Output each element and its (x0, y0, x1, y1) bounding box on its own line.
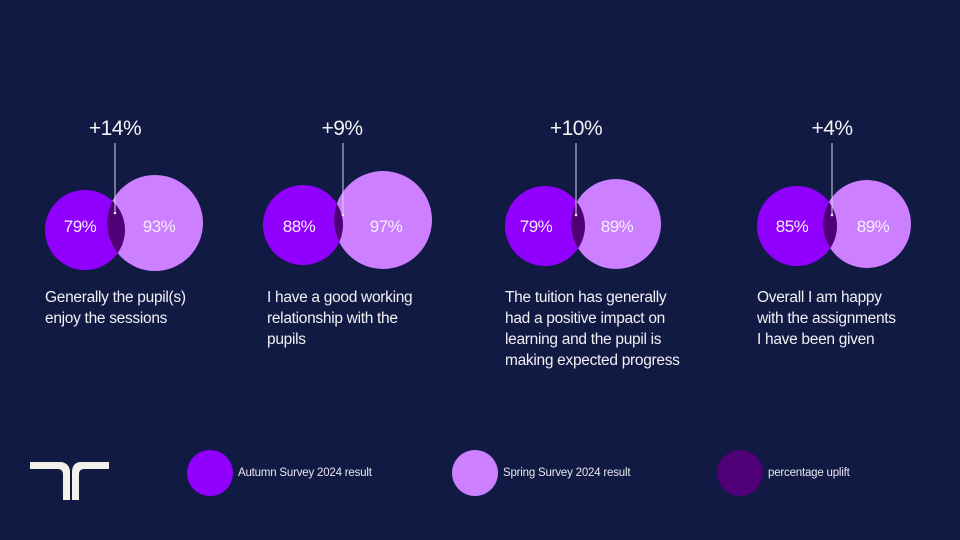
spring-value: 89% (600, 217, 634, 236)
autumn-circle (505, 186, 585, 266)
autumn-value: 88% (282, 217, 316, 236)
legend-label: Spring Survey 2024 result (503, 467, 631, 479)
venn-circles (505, 143, 661, 269)
autumn-circle (45, 190, 125, 270)
venn-circles (45, 143, 203, 271)
spring-circle (823, 180, 911, 268)
autumn-value: 79% (63, 217, 97, 236)
spring-value: 89% (856, 217, 890, 236)
uplift-swatch-icon (717, 450, 763, 496)
venn-diagram-2: +9% 88% 97% I have a good working relatio… (0, 0, 480, 380)
question-caption: The tuition has generally had a positive … (505, 289, 680, 369)
autumn-value: 85% (775, 217, 809, 236)
uplift-value: +14% (88, 117, 142, 140)
legend-label: percentage uplift (768, 467, 850, 479)
uplift-value: +4% (811, 117, 853, 140)
uplift-value: +10% (549, 117, 603, 140)
autumn-swatch-icon (187, 450, 233, 496)
spring-value: 93% (142, 217, 176, 236)
legend-uplift: percentage uplift (717, 450, 850, 496)
legend-spring: Spring Survey 2024 result (452, 450, 631, 496)
uplift-value: +9% (321, 117, 363, 140)
spring-swatch-icon (452, 450, 498, 496)
brand-logo-icon (30, 462, 109, 500)
venn-diagram-4: +4% 85% 89% Overall I am happy with the a… (757, 117, 911, 348)
spring-circle (334, 171, 432, 269)
venn-circles (263, 143, 432, 269)
autumn-circle (757, 186, 837, 266)
question-caption: I have a good working relationship with t… (267, 289, 413, 348)
venn-diagram-3: +10% 79% 89% The tuition has generally ha… (505, 117, 680, 369)
venn-diagram-1: +14% 79% 93% Generally the pupil(s) enjoy… (0, 0, 240, 380)
autumn-circle (263, 185, 343, 265)
spring-circle (107, 175, 203, 271)
question-caption: Overall I am happy with the assignments I … (757, 289, 896, 348)
spring-circle (571, 179, 661, 269)
venn-circles (757, 143, 911, 268)
legend-autumn: Autumn Survey 2024 result (187, 450, 372, 496)
question-caption: Generally the pupil(s) enjoy the sessions (45, 289, 186, 327)
legend-label: Autumn Survey 2024 result (238, 467, 372, 479)
autumn-value: 79% (519, 217, 553, 236)
spring-value: 97% (369, 217, 403, 236)
